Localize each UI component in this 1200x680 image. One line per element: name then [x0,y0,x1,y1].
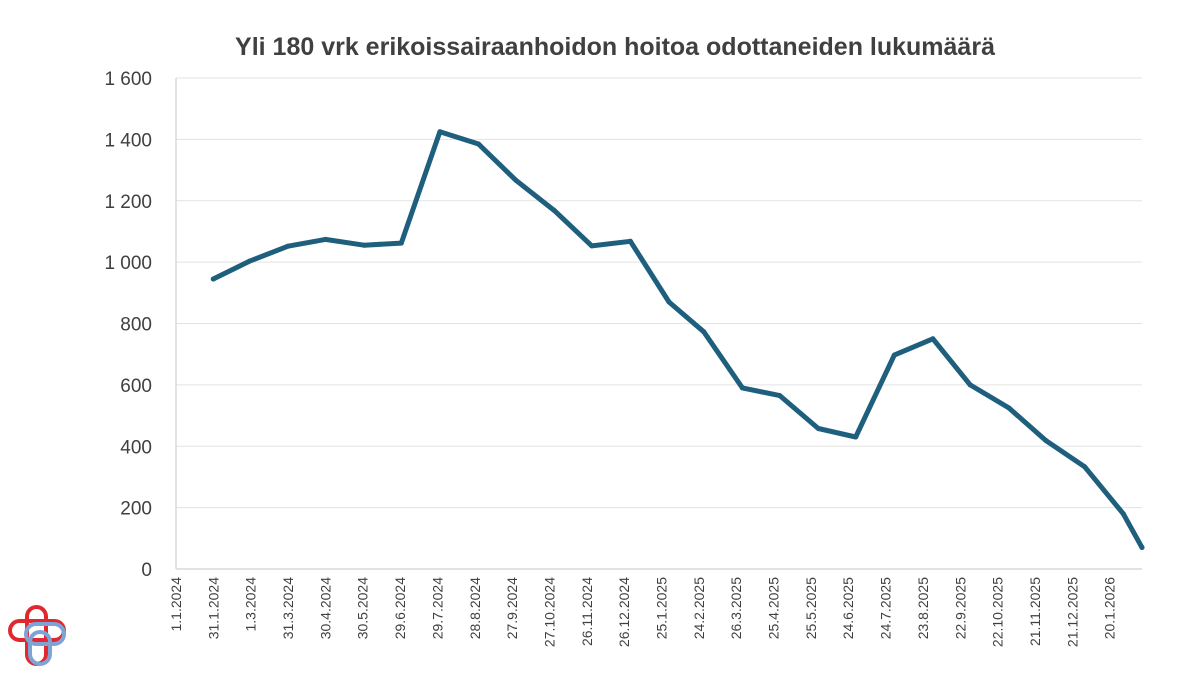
data-point [285,243,291,249]
x-tick-label: 25.1.2025 [653,577,669,639]
logo-icon [8,605,66,666]
data-point [398,240,404,246]
x-axis-tick-labels: 1.1.2024 31.1.2024 1.3.2024 31.3.2024 30.4.2… [168,577,1118,647]
data-point [246,258,252,264]
x-tick-label: 29.7.2024 [429,577,445,639]
data-point [1120,511,1126,517]
data-point [210,276,216,282]
data-point [513,177,519,183]
y-tick-label: 1 000 [104,253,152,274]
x-tick-label: 21.11.2025 [1027,577,1043,646]
series-layer [210,129,1145,550]
logo-blue-capsule [28,630,52,666]
x-tick-label: 24.7.2025 [878,577,894,639]
data-point [967,382,973,388]
data-point [1082,464,1088,470]
gridlines [175,77,1142,570]
data-point [930,336,936,342]
data-point [1043,438,1049,444]
data-point [891,352,897,358]
x-tick-label: 25.4.2025 [766,577,782,639]
data-point [666,299,672,305]
y-tick-label: 400 [120,437,152,458]
data-point [551,208,557,214]
x-tick-label: 31.3.2024 [280,577,296,639]
data-point [361,242,367,248]
data-point [437,129,443,135]
x-tick-label: 20.1.2026 [1102,577,1118,639]
logo-blue-bar [24,622,66,646]
x-tick-label: 21.12.2025 [1064,577,1080,647]
x-tick-label: 1.3.2024 [243,577,259,632]
x-tick-label: 26.12.2024 [616,577,632,647]
x-tick-label: 23.8.2025 [915,577,931,639]
x-tick-label: 24.6.2025 [840,577,856,639]
data-point [701,329,707,335]
y-tick-label: 200 [120,499,152,520]
data-point [777,393,783,399]
data-point [627,238,633,244]
x-tick-label: 29.6.2024 [392,577,408,639]
data-point [739,385,745,391]
data-point [589,243,595,249]
x-tick-label: 27.10.2024 [541,577,557,647]
x-tick-label: 30.5.2024 [355,577,371,639]
y-tick-label: 800 [120,315,152,336]
x-tick-label: 22.10.2025 [990,577,1006,647]
x-tick-label: 30.4.2024 [317,577,333,639]
x-tick-label: 31.1.2024 [205,577,221,639]
data-point [476,141,481,147]
data-point [853,434,859,440]
data-point [1139,545,1145,550]
data-point [1006,405,1012,411]
y-axis-tick-labels: 0 200 400 600 800 1 000 1 200 1 400 1 600 [104,69,152,581]
chart-title: Yli 180 vrk erikoissairaanhoidon hoitoa … [235,33,995,61]
x-tick-label: 26.3.2025 [728,577,744,639]
data-point [815,426,821,431]
x-tick-label: 24.2.2025 [691,577,707,639]
x-tick-label: 1.1.2024 [168,577,184,632]
y-tick-label: 1 400 [104,130,152,151]
x-tick-label: 22.9.2025 [952,577,968,639]
x-tick-label: 27.9.2024 [504,577,520,639]
y-tick-label: 1 600 [104,69,152,90]
y-tick-label: 600 [120,376,152,397]
series-line [210,129,1145,550]
y-tick-label: 1 200 [104,192,152,213]
x-tick-label: 25.5.2025 [803,577,819,639]
y-tick-label: 0 [141,560,152,581]
x-tick-label: 28.8.2024 [467,577,483,639]
data-point [322,236,328,242]
x-tick-label: 26.11.2024 [579,577,595,646]
